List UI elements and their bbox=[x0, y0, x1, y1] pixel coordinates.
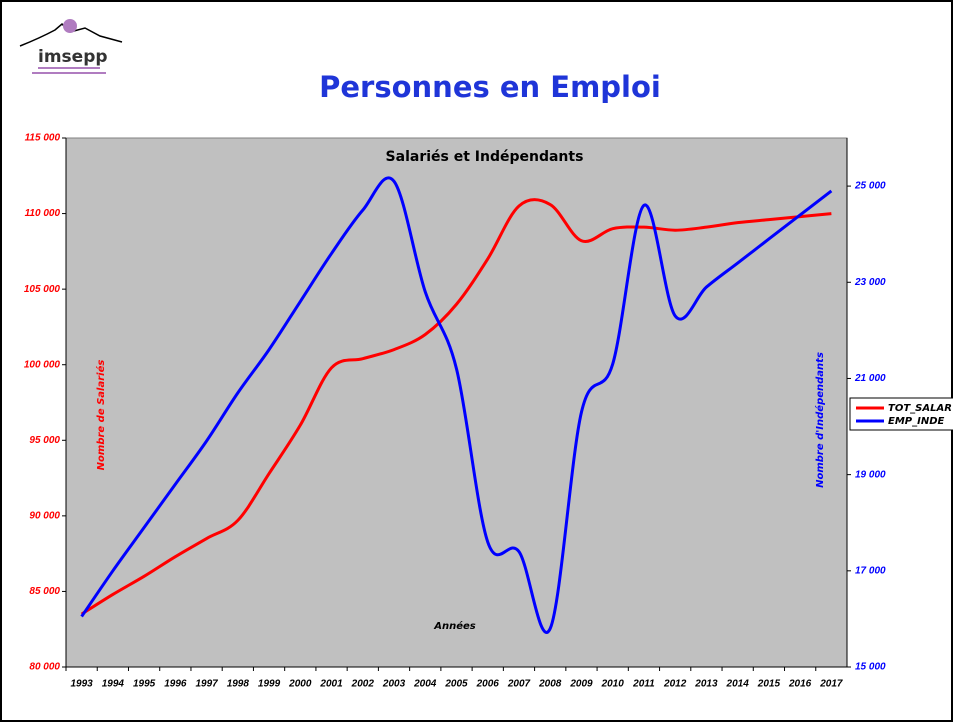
legend-label: EMP_INDE bbox=[888, 416, 945, 427]
y2-tick-label: 19 000 bbox=[855, 469, 886, 480]
x-tick-label: 1995 bbox=[133, 679, 156, 690]
y-axis-label: Nombre de Salariés bbox=[95, 360, 107, 471]
chart-title: Salariés et Indépendants bbox=[386, 149, 584, 165]
x-tick-label: 2009 bbox=[569, 679, 593, 690]
x-tick-label: 2008 bbox=[538, 679, 562, 690]
y-tick-label: 115 000 bbox=[25, 133, 61, 144]
logo-sun bbox=[63, 19, 77, 33]
page-title: Personnes en Emploi bbox=[319, 70, 661, 104]
series-line bbox=[80, 198, 832, 616]
x-tick-label: 2002 bbox=[351, 679, 375, 690]
x-tick-label: 2010 bbox=[601, 679, 625, 690]
chart: 80 000 85 000 90 000 95 000 100 000 105 000 11… bbox=[24, 133, 953, 690]
x-tick-label: 2006 bbox=[476, 679, 500, 690]
x-tick-label: 1996 bbox=[164, 679, 187, 690]
series-line bbox=[80, 176, 833, 634]
legend-label: TOT_SALAR bbox=[888, 403, 952, 414]
x-tick-label: 2016 bbox=[788, 679, 812, 690]
y2-tick-label: 25 000 bbox=[854, 181, 886, 192]
y2-tick-label: 21 000 bbox=[854, 373, 886, 384]
y2-tick-label: 23 000 bbox=[854, 277, 886, 288]
x-tick-label: 1994 bbox=[102, 679, 125, 690]
logo-mountain bbox=[19, 22, 123, 47]
x-tick-label: 2017 bbox=[819, 679, 843, 690]
logo-subline bbox=[32, 72, 106, 74]
x-tick-label: 2014 bbox=[726, 679, 750, 690]
legend-box bbox=[849, 397, 953, 431]
y2-axis-label: Nombre d'Indépendants bbox=[814, 352, 826, 488]
logo: imsepp bbox=[19, 19, 123, 74]
x-tick-label: 2007 bbox=[507, 679, 531, 690]
x-tick-label: 2005 bbox=[444, 679, 468, 690]
x-tick-label: 1993 bbox=[70, 679, 93, 690]
y-tick-label: 110 000 bbox=[25, 208, 61, 219]
y-tick-label: 90 000 bbox=[29, 510, 60, 521]
y2-tick-label: 17 000 bbox=[855, 565, 886, 576]
x-tick-label: 2013 bbox=[694, 679, 718, 690]
x-tick-label: 1999 bbox=[258, 679, 281, 690]
x-tick-label: 2012 bbox=[663, 679, 687, 690]
x-tick-label: 1997 bbox=[195, 679, 218, 690]
y2-tick-label: 15 000 bbox=[855, 662, 886, 673]
logo-subline bbox=[38, 67, 100, 69]
x-tick-label: 2003 bbox=[382, 679, 406, 690]
x-tick-label: 2004 bbox=[413, 679, 437, 690]
x-tick-label: 1998 bbox=[227, 679, 250, 690]
x-axis-label: Années bbox=[433, 620, 476, 632]
x-tick-label: 2011 bbox=[632, 679, 655, 690]
x-tick-label: 2000 bbox=[288, 679, 312, 690]
y-tick-label: 80 000 bbox=[29, 662, 60, 673]
x-tick-label: 2015 bbox=[757, 679, 781, 690]
y-tick-label: 100 000 bbox=[24, 359, 61, 370]
logo-text: imsepp bbox=[38, 47, 108, 67]
y-tick-label: 95 000 bbox=[29, 435, 60, 446]
x-tick-label: 2001 bbox=[319, 679, 343, 690]
legend: TOT_SALAR EMP_INDE bbox=[849, 397, 953, 431]
y-tick-label: 105 000 bbox=[24, 284, 61, 295]
plot-area bbox=[65, 137, 848, 668]
y-tick-label: 85 000 bbox=[29, 586, 60, 597]
